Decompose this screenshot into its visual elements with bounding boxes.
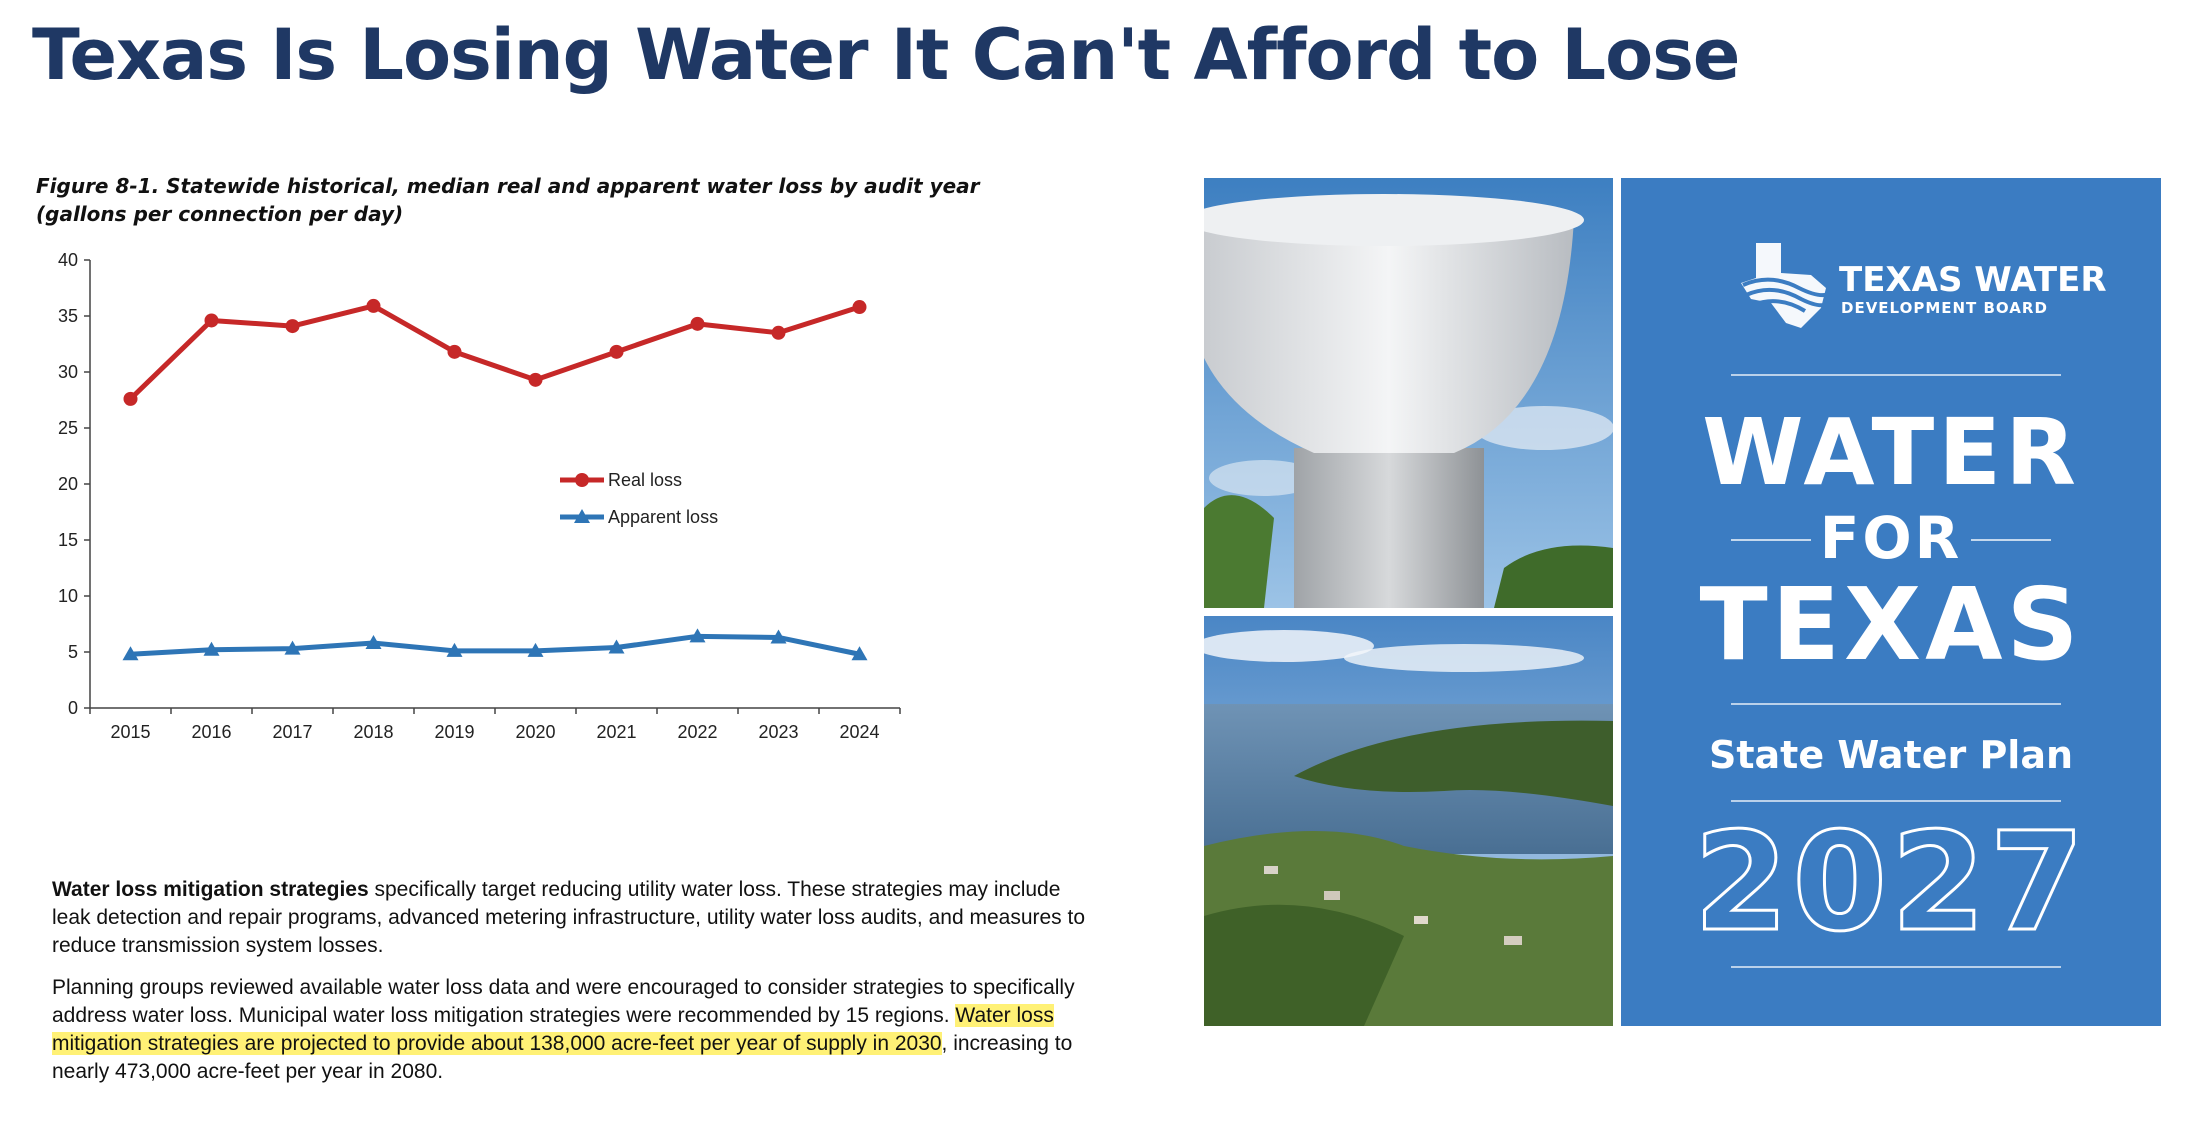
- legend-label-apparent-loss: Apparent loss: [608, 507, 718, 527]
- slide-title: Texas Is Losing Water It Can't Afford to…: [32, 14, 1740, 96]
- planning-end-text: , increasing to nearly 473,000 acre-feet…: [52, 1032, 1073, 1083]
- cover-rule-bottom: [1731, 966, 2061, 968]
- cover-year: 2027: [1692, 804, 2089, 962]
- data-point-real-loss: [366, 298, 381, 313]
- data-point-apparent-loss: [527, 642, 544, 657]
- data-point-real-loss: [528, 372, 543, 387]
- texas-map-icon: [1741, 243, 1833, 328]
- legend-marker-real-loss: [575, 473, 589, 487]
- x-tick-label: 2018: [353, 722, 393, 742]
- data-point-apparent-loss: [284, 640, 301, 655]
- series-real-loss: [123, 298, 867, 406]
- x-tick-label: 2024: [839, 722, 879, 742]
- series-line-apparent-loss: [130, 633, 861, 657]
- y-tick-label: 40: [58, 250, 78, 270]
- body-text: Water loss mitigation strategies specifi…: [52, 876, 1092, 1100]
- water-plan-cover: TEXAS WATER DEVELOPMENT BOARD WATER FOR …: [1621, 178, 2161, 1026]
- lake-landscape-photo: [1204, 616, 1613, 1026]
- cover-word-for: FOR: [1819, 504, 1963, 572]
- legend-marker-apparent-loss: [574, 509, 590, 523]
- data-point-apparent-loss: [203, 641, 220, 656]
- x-tick-label: 2019: [434, 722, 474, 742]
- line-chart: 0 5 10 15 20 25 30 35 40 2015 2016 2017 2018 2019 2020…: [58, 250, 901, 742]
- data-point-real-loss: [771, 325, 786, 340]
- planning-text: Planning groups reviewed available water…: [52, 976, 1075, 1027]
- data-point-real-loss: [204, 313, 219, 328]
- data-point-real-loss: [609, 344, 624, 359]
- water-tower-photo: [1204, 178, 1613, 608]
- y-tick-label: 20: [58, 474, 78, 494]
- cover-rule-middle: [1731, 703, 2061, 705]
- data-point-real-loss: [285, 319, 300, 334]
- paragraph-planning: Planning groups reviewed available water…: [52, 974, 1092, 1086]
- data-point-real-loss: [123, 391, 138, 406]
- data-point-apparent-loss: [689, 628, 706, 643]
- data-point-real-loss: [447, 344, 462, 359]
- chart-series: [122, 298, 868, 661]
- y-tick-label: 30: [58, 362, 78, 382]
- y-tick-label: 0: [68, 698, 78, 718]
- strategies-text: specifically target reducing utility wat…: [52, 878, 1086, 957]
- cover-rule-top: [1731, 374, 2061, 376]
- data-point-apparent-loss: [851, 646, 868, 661]
- x-tick-label: 2021: [596, 722, 636, 742]
- paragraph-strategies: Water loss mitigation strategies specifi…: [52, 876, 1092, 960]
- data-point-real-loss: [852, 300, 867, 315]
- cover-for-right-line: [1971, 539, 2051, 541]
- x-tick-label: 2022: [677, 722, 717, 742]
- chart-legend: Real loss Apparent loss: [560, 470, 718, 527]
- data-point-apparent-loss: [770, 629, 787, 644]
- cover-for-row: FOR: [1621, 503, 2161, 573]
- cover-rule-lower: [1731, 800, 2061, 802]
- data-point-apparent-loss: [365, 635, 382, 650]
- x-tick-label: 2017: [272, 722, 312, 742]
- strategies-bold: Water loss mitigation strategies: [52, 878, 369, 901]
- x-tick-label: 2015: [110, 722, 150, 742]
- legend-label-real-loss: Real loss: [608, 470, 682, 490]
- y-tick-label: 10: [58, 586, 78, 606]
- cover-word-texas: TEXAS: [1699, 566, 2083, 683]
- data-point-apparent-loss: [608, 639, 625, 654]
- logo-text-line2: DEVELOPMENT BOARD: [1841, 299, 2048, 317]
- y-tick-label: 5: [68, 642, 78, 662]
- cover-subtitle: State Water Plan: [1708, 733, 2074, 777]
- logo-text-line1: TEXAS WATER: [1839, 260, 2107, 300]
- cover-for-left-line: [1731, 539, 1811, 541]
- data-point-apparent-loss: [122, 646, 139, 661]
- cover-word-water: WATER: [1702, 399, 2080, 506]
- twdb-logo: TEXAS WATER DEVELOPMENT BOARD: [1621, 233, 2161, 343]
- data-point-real-loss: [690, 316, 705, 331]
- chart-axes: [84, 259, 901, 714]
- series-line-real-loss: [128, 303, 861, 401]
- y-tick-label: 25: [58, 418, 78, 438]
- x-tick-label: 2016: [191, 722, 231, 742]
- x-tick-label: 2020: [515, 722, 555, 742]
- series-apparent-loss: [122, 628, 868, 661]
- y-tick-label: 35: [58, 306, 78, 326]
- data-point-apparent-loss: [446, 642, 463, 657]
- chart-tick-labels: 0 5 10 15 20 25 30 35 40 2015 2016 2017 2018 2019 2020…: [58, 250, 880, 742]
- x-tick-label: 2023: [758, 722, 798, 742]
- y-tick-label: 15: [58, 530, 78, 550]
- figure-caption: Figure 8-1. Statewide historical, median…: [36, 174, 980, 226]
